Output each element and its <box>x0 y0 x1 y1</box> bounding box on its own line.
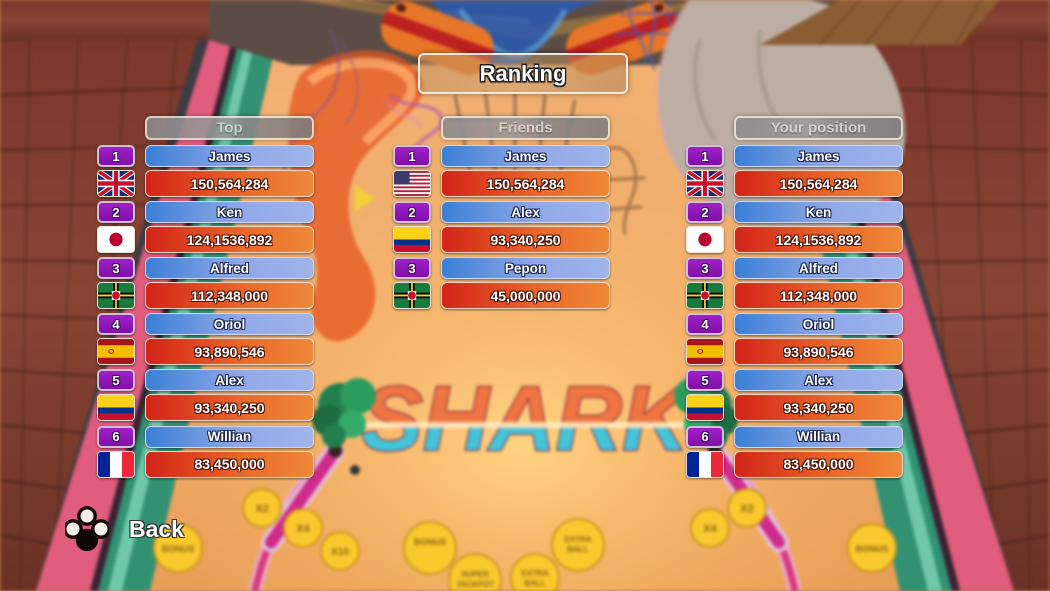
svg-text:EXTRA: EXTRA <box>564 535 591 544</box>
svg-text:X2: X2 <box>740 503 753 515</box>
svg-text:X2: X2 <box>255 503 268 515</box>
svg-text:BONUS: BONUS <box>856 544 889 554</box>
svg-text:BONUS: BONUS <box>162 544 195 554</box>
svg-text:SUPER: SUPER <box>461 570 489 579</box>
svg-text:X4: X4 <box>703 523 717 535</box>
svg-text:BALL: BALL <box>567 545 588 554</box>
svg-text:JACKPOT: JACKPOT <box>456 580 494 589</box>
svg-text:EXTRA: EXTRA <box>521 569 548 578</box>
svg-text:X4: X4 <box>296 523 310 535</box>
svg-text:BONUS: BONUS <box>414 537 447 547</box>
svg-text:BALL: BALL <box>524 579 545 588</box>
svg-text:X10: X10 <box>331 547 349 558</box>
